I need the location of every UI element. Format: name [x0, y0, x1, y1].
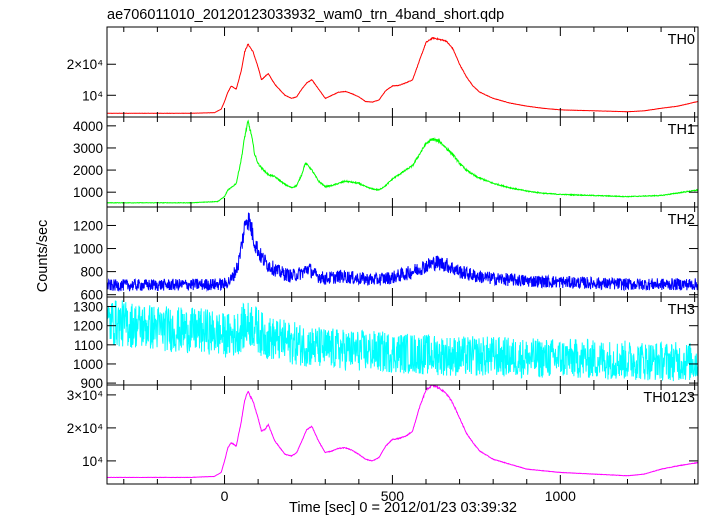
y-tick-label: 1000	[73, 357, 103, 372]
y-axis-label: Counts/sec	[35, 220, 51, 293]
panel-th1: TH1 1000 2000 3000 4000	[73, 116, 699, 208]
y-tick-label: 600	[80, 288, 103, 303]
panel-th0123: TH0123 10⁴ 2×10⁴ 3×10⁴	[67, 384, 699, 485]
y-tick-label: 2×10⁴	[67, 421, 103, 436]
y-tick-label: 10⁴	[82, 454, 103, 469]
y-tick-label: 1000	[73, 185, 103, 200]
y-tick-label: 1200	[73, 218, 103, 233]
series-line-th0123	[107, 385, 698, 479]
x-tick-label: 0	[221, 488, 229, 504]
y-tick-label: 3×10⁴	[67, 388, 103, 403]
panel-label: TH0	[668, 32, 695, 48]
x-tick-label: 500	[381, 488, 405, 504]
y-tick-label: 3000	[73, 141, 103, 156]
y-tick-label: 1200	[73, 319, 103, 334]
y-tick-label: 4000	[73, 119, 103, 134]
y-tick-label: 1300	[73, 300, 103, 315]
panel-th2: TH2 600 800 1000 1200	[73, 206, 699, 303]
x-tick-label: 1000	[545, 488, 576, 504]
y-tick-label: 800	[80, 265, 103, 280]
y-tick-label: 2000	[73, 163, 103, 178]
y-tick-label: 1000	[73, 242, 103, 257]
y-tick-label: 1100	[74, 338, 103, 353]
series-line-th3	[107, 300, 698, 382]
panel-label: TH3	[668, 302, 695, 318]
panel-th3: TH3 900 1000 1100 1200 1300	[73, 296, 699, 391]
chart-title: ae706011010_20120123033932_wam0_trn_4ban…	[107, 7, 504, 23]
y-tick-label: 10⁴	[82, 88, 103, 103]
panel-frame	[106, 384, 699, 485]
panel-label: TH1	[668, 122, 695, 138]
series-line-th0	[107, 36, 698, 114]
panel-label: TH2	[668, 212, 695, 228]
series-line-th1	[107, 119, 698, 204]
y-tick-label: 2×10⁴	[67, 57, 103, 72]
x-axis-label: Time [sec] 0 = 2012/01/23 03:39:32	[289, 500, 517, 516]
panels-group: TH0 10⁴ 2×10⁴ TH1 1000 2000 3000 4000 TH2 600 800 1…	[67, 26, 699, 504]
series-line-th2	[107, 212, 698, 292]
y-tick-label: 900	[80, 376, 103, 391]
panel-label: TH0123	[643, 390, 695, 406]
panel-th0: TH0 10⁴ 2×10⁴	[67, 26, 699, 118]
